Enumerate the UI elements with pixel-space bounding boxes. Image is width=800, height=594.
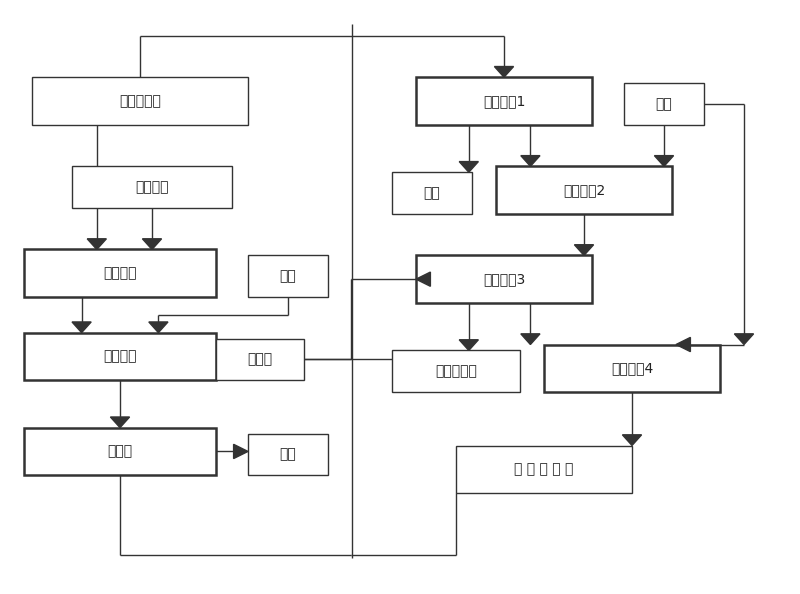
Polygon shape <box>521 156 540 166</box>
Text: 氢氧化钠: 氢氧化钠 <box>135 180 169 194</box>
Text: 隔膜电解1: 隔膜电解1 <box>483 94 525 108</box>
Bar <box>624 83 704 125</box>
Bar <box>24 249 216 297</box>
Polygon shape <box>234 444 248 459</box>
Polygon shape <box>574 245 594 255</box>
Bar <box>416 77 592 125</box>
Polygon shape <box>87 239 106 249</box>
Polygon shape <box>459 162 478 172</box>
Polygon shape <box>149 322 168 333</box>
Polygon shape <box>416 272 430 286</box>
Bar <box>416 255 592 303</box>
Text: 硫酸: 硫酸 <box>280 269 296 283</box>
Text: 隔膜电解3: 隔膜电解3 <box>483 272 525 286</box>
Polygon shape <box>142 239 162 249</box>
Polygon shape <box>72 322 91 333</box>
Polygon shape <box>622 435 642 446</box>
Text: 负 极 电 解 质: 负 极 电 解 质 <box>514 462 574 476</box>
Bar <box>456 446 632 493</box>
Polygon shape <box>734 334 754 345</box>
Polygon shape <box>521 334 540 345</box>
Text: 正极电解质: 正极电解质 <box>435 364 477 378</box>
Text: 混合溶解: 混合溶解 <box>103 266 137 280</box>
Polygon shape <box>654 156 674 166</box>
Bar <box>496 166 672 214</box>
Bar <box>24 428 216 475</box>
Bar <box>392 350 520 392</box>
Bar <box>248 255 328 297</box>
Text: 五氧化二钒: 五氧化二钒 <box>119 94 161 108</box>
Bar <box>248 434 328 475</box>
Bar <box>72 166 232 208</box>
Bar <box>392 172 472 214</box>
Polygon shape <box>110 417 130 428</box>
Text: 隔膜电解4: 隔膜电解4 <box>611 361 653 375</box>
Bar <box>32 77 248 125</box>
Bar <box>216 339 304 380</box>
Text: 混合溶解: 混合溶解 <box>103 349 137 364</box>
Text: 杂质: 杂质 <box>424 186 440 200</box>
Text: 电渗析: 电渗析 <box>107 444 133 459</box>
Bar <box>544 345 720 392</box>
Text: 隔膜电解2: 隔膜电解2 <box>563 183 605 197</box>
Polygon shape <box>494 67 514 77</box>
Polygon shape <box>459 340 478 350</box>
Text: 硫酸: 硫酸 <box>656 97 672 111</box>
Bar <box>24 333 216 380</box>
Polygon shape <box>676 337 690 352</box>
Text: 杂质: 杂质 <box>280 447 296 462</box>
Text: 稳定剂: 稳定剂 <box>247 352 273 366</box>
